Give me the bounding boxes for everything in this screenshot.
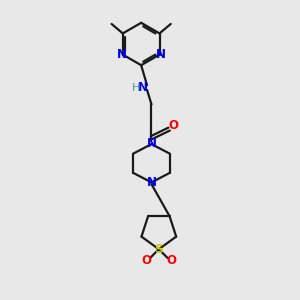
Text: N: N <box>138 81 148 94</box>
Text: N: N <box>156 48 166 61</box>
Text: O: O <box>142 254 152 267</box>
Text: O: O <box>166 254 176 267</box>
Text: H: H <box>132 83 140 93</box>
Text: S: S <box>154 243 163 256</box>
Text: N: N <box>117 48 127 61</box>
Text: N: N <box>146 176 157 190</box>
Text: N: N <box>146 137 157 150</box>
Text: O: O <box>169 119 179 132</box>
